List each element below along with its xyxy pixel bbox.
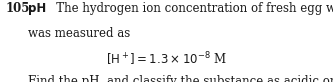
Text: 105.: 105. xyxy=(6,2,35,15)
Text: The hydrogen ion concentration of fresh egg whites: The hydrogen ion concentration of fresh … xyxy=(45,2,333,15)
Text: Find the pH, and classify the substance as acidic or basic.: Find the pH, and classify the substance … xyxy=(28,75,333,82)
Text: was measured as: was measured as xyxy=(28,27,131,40)
Text: $[\mathrm{H}^+] = 1.3 \times 10^{-8}$ M: $[\mathrm{H}^+] = 1.3 \times 10^{-8}$ M xyxy=(106,51,227,68)
Text: pH: pH xyxy=(28,2,47,15)
